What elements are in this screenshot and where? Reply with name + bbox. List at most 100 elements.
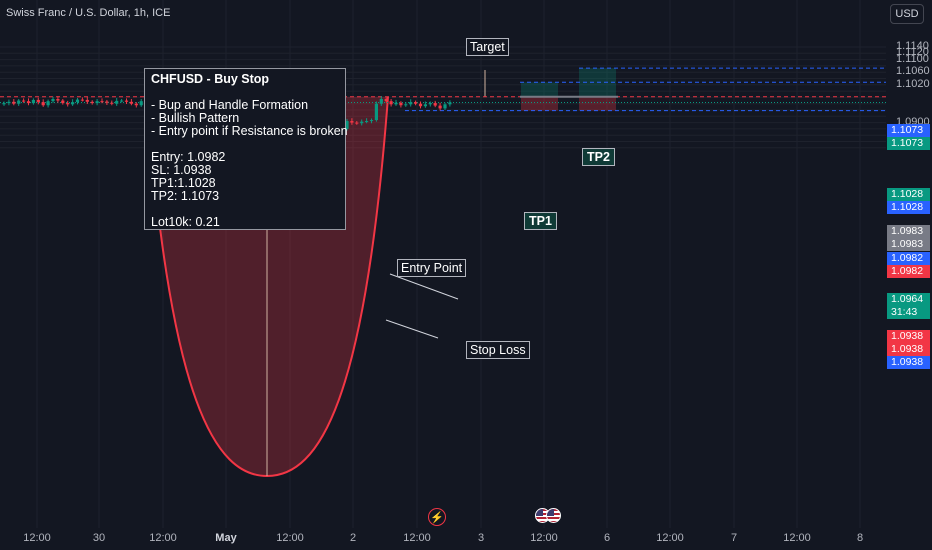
time-tick-label: 8: [856, 532, 864, 544]
candle-body: [12, 101, 16, 104]
candle-body: [85, 99, 89, 102]
price-tag: 1.0983: [887, 238, 930, 251]
level-lines: [0, 67, 886, 112]
candle-body: [414, 102, 418, 104]
candle-body: [95, 101, 99, 104]
note-bullet: - Entry point if Resistance is broken: [151, 124, 348, 138]
candle-body: [41, 102, 45, 106]
time-tick-label: May: [215, 532, 237, 544]
candle-body: [139, 101, 143, 106]
candle-body: [105, 101, 109, 103]
time-tick-label: 2: [349, 532, 357, 544]
candle-body: [51, 98, 55, 102]
candle-body: [350, 121, 354, 123]
price-tick-label: 1.1100: [896, 52, 929, 65]
price-tag: 1.1028: [887, 188, 930, 201]
candle-body: [399, 102, 403, 106]
note-entry: Entry: 1.0982: [151, 150, 226, 164]
trade-zones: [521, 68, 616, 111]
price-tag: 1.0938: [887, 343, 930, 356]
candle-body: [110, 102, 114, 104]
time-tick-label: 30: [92, 532, 106, 544]
price-tag: 31:43: [887, 306, 930, 319]
candle-body: [66, 103, 70, 105]
price-tick-label: 1.1120: [896, 46, 929, 59]
candle-body: [404, 104, 408, 106]
stop-loss-label[interactable]: Stop Loss: [466, 341, 530, 359]
note-title: CHFUSD - Buy Stop: [151, 72, 270, 86]
time-tick-label: 12:00: [276, 532, 304, 544]
price-tag: 1.0938: [887, 330, 930, 343]
candle-body: [80, 99, 84, 101]
candle-body: [17, 100, 21, 104]
time-tick-label: 6: [603, 532, 611, 544]
candle-body: [46, 101, 50, 106]
candle-body: [22, 100, 26, 102]
price-tag: 1.1073: [887, 124, 930, 137]
price-tag: 1.0983: [887, 225, 930, 238]
us-flag-icon[interactable]: [546, 508, 561, 523]
candle-body: [124, 100, 129, 102]
candle-body: [56, 98, 60, 101]
price-tag: 1.0982: [887, 252, 930, 265]
trend-lines: [385, 273, 459, 339]
candle-body: [31, 99, 35, 104]
candle-body: [90, 101, 94, 104]
candle-body: [7, 101, 11, 104]
time-tick-label: 12:00: [530, 532, 558, 544]
candle-body: [394, 102, 398, 105]
candle-body: [355, 122, 359, 124]
symbol-title[interactable]: Swiss Franc / U.S. Dollar, 1h, ICE: [6, 7, 171, 19]
note-tp1: TP1:1.1028: [151, 176, 216, 190]
time-tick-label: 7: [730, 532, 738, 544]
price-tag: 1.0938: [887, 356, 930, 369]
price-tag: 1.1073: [887, 137, 930, 150]
candle-body: [129, 101, 133, 104]
price-tick-label: 1.1060: [896, 65, 930, 78]
note-lot: Lot10k: 0.21: [151, 215, 220, 229]
price-tag: 1.0964: [887, 293, 930, 306]
candle-body: [384, 98, 388, 102]
chart-grid: [0, 0, 886, 528]
time-tick-label: 12:00: [23, 532, 51, 544]
tp2-label[interactable]: TP2: [582, 148, 615, 166]
candle-body: [433, 103, 437, 106]
candle-body: [26, 101, 31, 104]
candle-body: [423, 104, 427, 107]
candle-body: [115, 100, 119, 104]
candle-body: [71, 102, 75, 105]
time-tick-label: 12:00: [783, 532, 811, 544]
candle-body: [75, 99, 80, 103]
candle-body: [448, 102, 452, 105]
candle-body: [409, 102, 413, 105]
candle-body: [389, 101, 393, 105]
time-tick-label: 12:00: [656, 532, 684, 544]
time-tick-label: 12:00: [403, 532, 431, 544]
candle-body: [443, 104, 447, 109]
candle-body: [36, 99, 40, 103]
entry-point-label[interactable]: Entry Point: [397, 259, 467, 277]
note-bullet: - Bup and Handle Formation: [151, 98, 309, 112]
flash-icon[interactable]: ⚡: [428, 508, 446, 526]
candle-body: [369, 120, 374, 122]
note-tp2: TP2: 1.1073: [151, 189, 220, 203]
candle-body: [360, 121, 364, 124]
candle-body: [120, 100, 124, 102]
price-tick-label: 1.1020: [896, 77, 930, 90]
target-label[interactable]: Target: [466, 38, 509, 56]
price-tag: 1.0982: [887, 265, 930, 278]
note-bullet: - Bullish Pattern: [151, 111, 240, 125]
tp2-loss-zone: [579, 96, 616, 111]
tp1-label[interactable]: TP1: [524, 212, 557, 230]
candle-body: [379, 98, 383, 104]
currency-button[interactable]: USD: [890, 4, 924, 24]
candle-body: [428, 103, 432, 105]
tp1-loss-zone: [521, 96, 558, 111]
trade-note[interactable]: CHFUSD - Buy Stop - Bup and Handle Forma…: [144, 68, 348, 230]
candle-body: [100, 101, 104, 103]
candle-body: [365, 121, 369, 123]
candle-body: [61, 100, 65, 104]
note-sl: SL: 1.0938: [151, 163, 212, 177]
candle-body: [2, 103, 6, 105]
time-tick-label: 12:00: [149, 532, 177, 544]
